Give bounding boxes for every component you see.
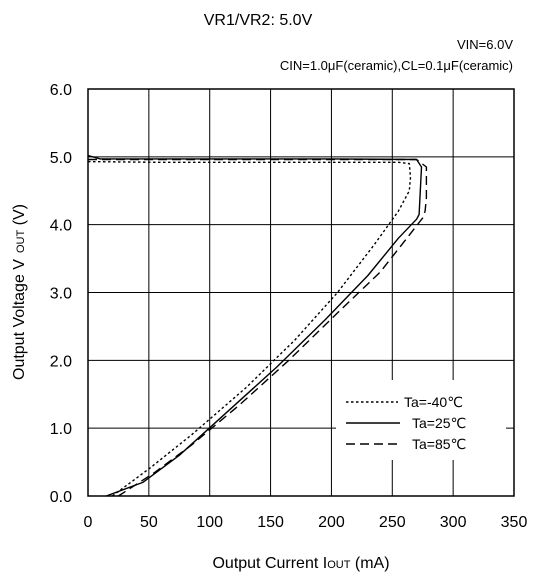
- y-tick-label: 0.0: [50, 489, 72, 506]
- legend-label-ta-85: Ta=85℃: [412, 436, 466, 452]
- y-tick-label: 5.0: [50, 150, 72, 167]
- x-tick-label: 350: [501, 514, 528, 531]
- tick-labels: 0 50 100 150 200 250 300 350 0.0 1.0 2.0 3.0 4.0 5.0 6…: [50, 82, 528, 531]
- x-tick-label: 200: [318, 514, 345, 531]
- legend-box: [336, 380, 506, 460]
- y-tick-label: 2.0: [50, 353, 72, 370]
- legend: Ta=-40℃ Ta=25℃ Ta=85℃: [336, 380, 506, 460]
- y-tick-label: 4.0: [50, 218, 72, 235]
- x-tick-label: 250: [379, 514, 406, 531]
- grid: [87, 88, 515, 497]
- condition-capacitors: CIN=1.0μF(ceramic),CL=0.1μF(ceramic): [280, 58, 513, 73]
- x-tick-label: 300: [440, 514, 467, 531]
- legend-label-ta-minus40: Ta=-40℃: [404, 394, 463, 410]
- condition-vin: VIN=6.0V: [457, 37, 513, 52]
- x-tick-label: 100: [196, 514, 223, 531]
- x-tick-label: 150: [257, 514, 284, 531]
- plot-frame: [87, 88, 515, 497]
- y-tick-label: 3.0: [50, 286, 72, 303]
- x-axis-label: Output Current IOUT (mA): [212, 555, 389, 572]
- y-tick-label: 6.0: [50, 82, 72, 99]
- series-line-2: [88, 158, 428, 497]
- x-tick-label: 50: [140, 514, 158, 531]
- x-tick-label: 0: [84, 514, 93, 531]
- series-line-0: [87, 160, 412, 497]
- y-axis-label: Output Voltage VOUT (V): [11, 204, 28, 380]
- plot-series: [87, 154, 428, 497]
- chart-title: VR1/VR2: 5.0V: [204, 12, 313, 29]
- legend-label-ta-25: Ta=25℃: [412, 415, 466, 431]
- y-tick-label: 1.0: [50, 421, 72, 438]
